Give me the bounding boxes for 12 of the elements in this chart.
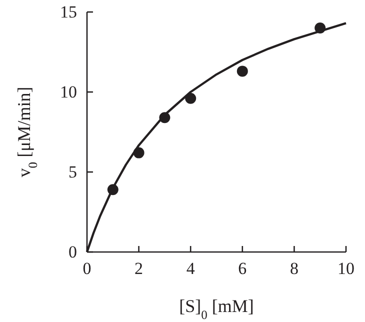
x-tick-label: 10 — [338, 259, 354, 278]
x-tick-label: 0 — [82, 259, 92, 278]
x-axis-title: [S]$_{0}$ [mM] — [179, 296, 254, 322]
x-tick-label: 6 — [238, 259, 247, 278]
x-tick-label: 2 — [134, 259, 144, 278]
y-tick-label: 15 — [60, 2, 77, 22]
x-tick-label: 4 — [186, 259, 196, 278]
y-tick-label: 0 — [68, 242, 77, 262]
point — [236, 66, 248, 77]
y-tick-label: 10 — [60, 82, 77, 102]
x-tick-label: 8 — [290, 259, 298, 278]
y-tick-label: 5 — [68, 162, 77, 182]
